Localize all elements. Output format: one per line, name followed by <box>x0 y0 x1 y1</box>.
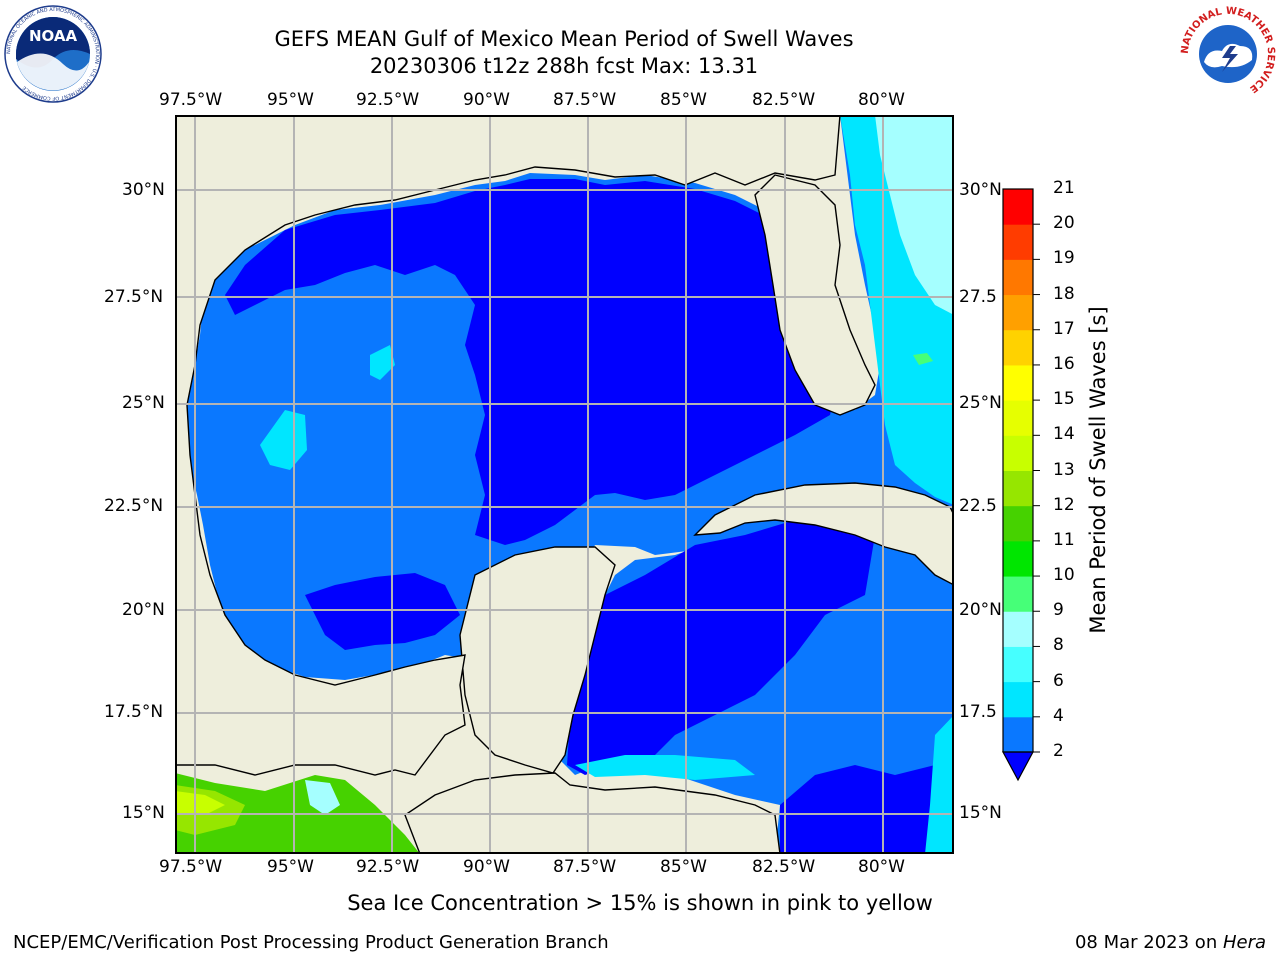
nws-logo: NATIONAL WEATHER SERVICE <box>1180 6 1276 102</box>
colorbar-frame <box>1002 188 1034 753</box>
lon-label-top: 80°W <box>858 90 905 110</box>
colorbar-tick-label: 17 <box>1053 318 1075 339</box>
map-frame <box>175 115 954 854</box>
lon-label-top: 85°W <box>660 90 707 110</box>
colorbar-tick-label: 2 <box>1053 741 1064 761</box>
colorbar-segment <box>1003 435 1033 471</box>
cyan-southeast-region <box>925 715 954 854</box>
lat-label-right: 25°N <box>959 393 1002 413</box>
lat-label-right: 22.5 <box>959 496 997 516</box>
pacific-yellow-green <box>175 791 225 815</box>
colorbar-segment <box>1003 646 1033 683</box>
colorbar-segment <box>1003 505 1033 542</box>
lon-label-top: 82.5°W <box>752 90 816 110</box>
colorbar-segment <box>1003 470 1033 507</box>
lat-label-right: 27.5 <box>959 287 997 307</box>
lon-label-top: 87.5°W <box>553 90 617 110</box>
colorbar-segment <box>1003 400 1033 436</box>
lat-label-left: 25°N <box>122 393 165 413</box>
map-title: GEFS MEAN Gulf of Mexico Mean Period of … <box>274 27 854 51</box>
deep-blue-region-west <box>305 573 460 650</box>
colorbar-segment <box>1003 576 1033 612</box>
lon-label-bottom: 95°W <box>267 857 314 877</box>
colorbar-segment <box>1003 294 1033 331</box>
lat-label-left: 17.5°N <box>104 702 164 722</box>
footer-date-text: 08 Mar 2023 on <box>1074 932 1223 953</box>
colorbar-tick-label: 4 <box>1053 705 1064 726</box>
colorbar-segment <box>1003 224 1033 260</box>
deep-blue-region-caribbean <box>567 515 875 775</box>
lon-label-bottom: 87.5°W <box>553 857 617 877</box>
lat-label-right: 17.5 <box>959 702 997 722</box>
lon-label-bottom: 97.5°W <box>159 857 223 877</box>
colorbar-tick-label: 18 <box>1053 283 1075 304</box>
pacific-light-cyan <box>305 780 340 815</box>
colorbar-segment <box>1003 611 1033 647</box>
lat-label-left: 27.5°N <box>104 287 164 307</box>
colorbar-segment <box>1003 716 1033 753</box>
lon-label-top: 97.5°W <box>159 90 223 110</box>
cyan-caribbean-strip <box>575 755 755 780</box>
cyan-central-gulf-patch <box>370 345 395 380</box>
colorbar-tick-label: 12 <box>1053 494 1075 515</box>
lon-label-bottom: 90°W <box>463 857 510 877</box>
cyan-western-gulf-patch <box>260 410 307 470</box>
colorbar-tick-label: 13 <box>1053 459 1075 480</box>
lon-label-bottom: 92.5°W <box>356 857 420 877</box>
yucatan-land <box>459 546 616 774</box>
colorbar-segment <box>1003 189 1033 225</box>
colorbar-under-triangle <box>1001 751 1035 782</box>
lon-label-bottom: 85°W <box>660 857 707 877</box>
map-subtitle: 20230306 t12z 288h fcst Max: 13.31 <box>369 54 759 78</box>
footer-credit: NCEP/EMC/Verification Post Processing Pr… <box>13 932 609 953</box>
deep-blue-region-north <box>225 179 835 545</box>
footer-machine: Hera <box>1222 932 1266 953</box>
gulf-of-mexico-map <box>175 115 954 854</box>
graticule <box>175 115 954 854</box>
lon-label-top: 92.5°W <box>356 90 420 110</box>
colorbar-segment <box>1003 259 1033 296</box>
colorbar-tick-label: 11 <box>1053 529 1075 550</box>
colorbar <box>1001 188 1040 782</box>
deep-blue-region-east <box>780 755 954 854</box>
lat-label-right: 20°N <box>959 600 1002 620</box>
colorbar-tick-label: 14 <box>1053 424 1075 445</box>
light-cyan-atlantic-region <box>875 115 954 315</box>
colorbar-tick-label: 19 <box>1053 248 1075 269</box>
colorbar-tick-label: 8 <box>1053 635 1064 656</box>
colorbar-tick-label: 16 <box>1053 353 1075 374</box>
footer-date: 08 Mar 2023 on Hera <box>1075 932 1266 953</box>
colorbar-segment <box>1003 540 1033 577</box>
colorbar-segment <box>1003 329 1033 366</box>
lon-label-top: 90°W <box>463 90 510 110</box>
colorbar-tick-label: 6 <box>1053 670 1064 691</box>
lat-label-left: 22.5°N <box>104 496 164 516</box>
lon-label-bottom: 80°W <box>858 857 905 877</box>
lon-label-bottom: 82.5°W <box>752 857 816 877</box>
noaa-logo: NOAA NATIONAL OCEANIC AND ATMOSPHERIC AD… <box>4 5 102 103</box>
sea-ice-note: Sea Ice Concentration > 15% is shown in … <box>347 891 933 915</box>
colorbar-tick-label: 9 <box>1053 600 1064 621</box>
green-atlantic-spot <box>913 353 933 365</box>
colorbar-tick-label: 21 <box>1053 178 1075 198</box>
lon-label-top: 95°W <box>267 90 314 110</box>
lat-label-left: 30°N <box>122 180 165 200</box>
colorbar-label: Mean Period of Swell Waves [s] <box>1086 306 1110 634</box>
north-coast-land <box>175 115 841 776</box>
colorbar-segment <box>1003 364 1033 401</box>
noaa-logo-text: NOAA <box>29 27 78 45</box>
lat-label-left: 15°N <box>122 803 165 823</box>
lat-label-right: 30°N <box>959 180 1002 200</box>
lat-label-right: 15°N <box>959 803 1002 823</box>
lat-label-left: 20°N <box>122 600 165 620</box>
colorbar-tick-label: 10 <box>1053 565 1075 586</box>
colorbar-segment <box>1003 681 1033 718</box>
colorbar-tick-label: 15 <box>1053 389 1075 410</box>
colorbar-tick-label: 20 <box>1053 213 1075 234</box>
cuba-land <box>693 482 954 586</box>
